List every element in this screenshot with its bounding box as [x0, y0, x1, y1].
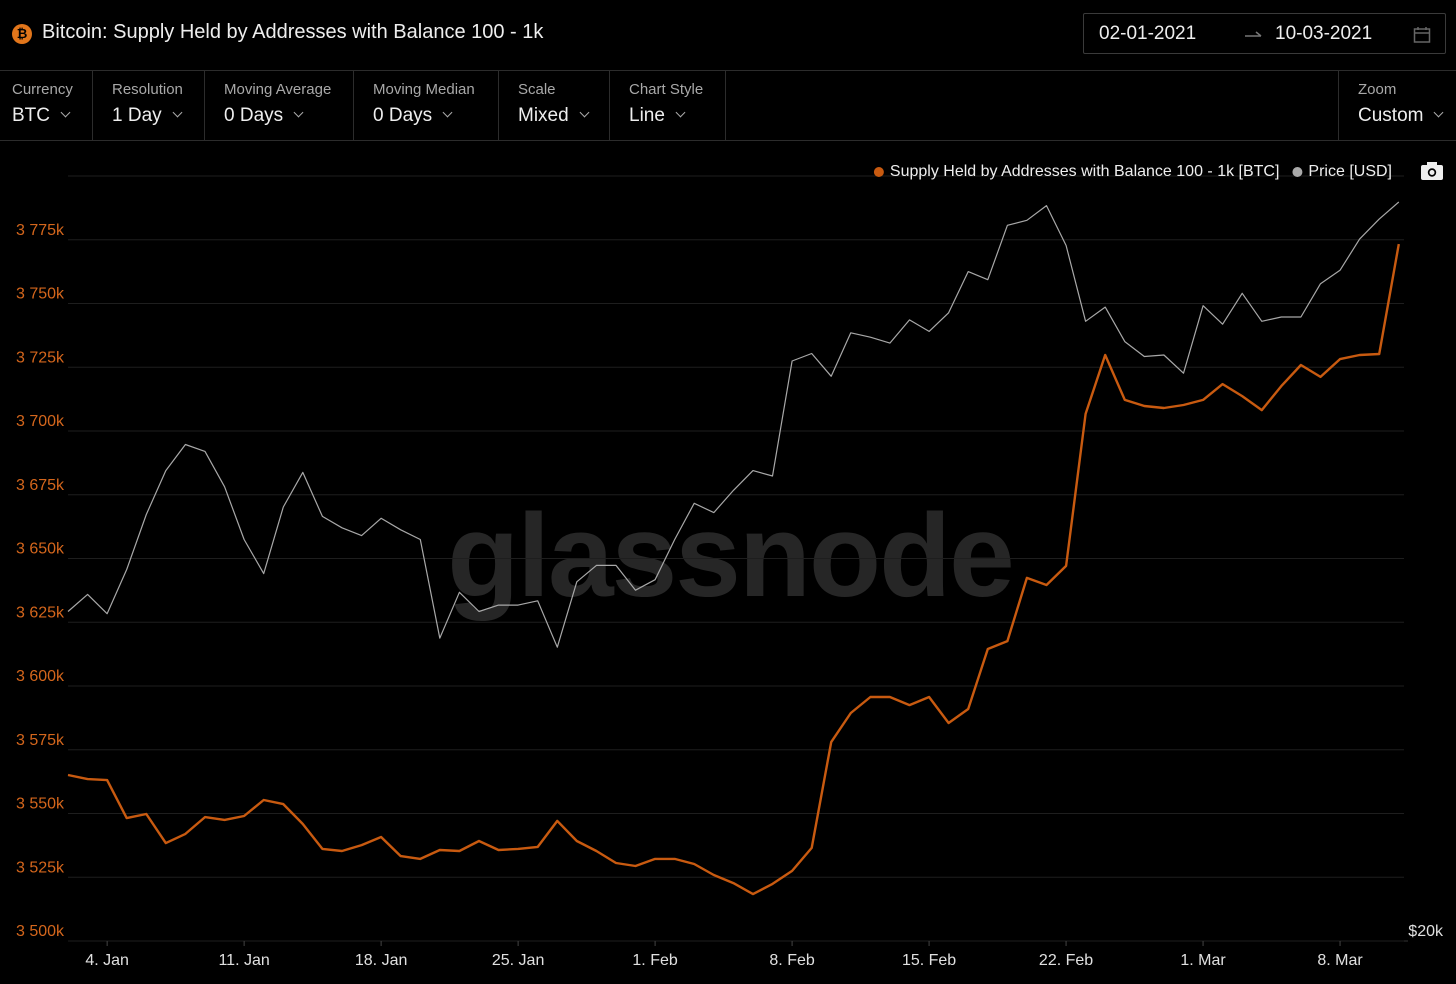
date-range[interactable]: 02-01-2021 10-03-2021 — [1083, 13, 1446, 54]
control-value[interactable]: 1 Day — [112, 105, 181, 127]
x-tick-label: 8. Mar — [1317, 952, 1363, 969]
chart: glassnode 3 500k 3 525k 3 550k 3 575k 3 600k 3… — [16, 162, 1444, 969]
control-label: Zoom — [1358, 81, 1397, 98]
y2-tick-label: $20k — [1408, 923, 1444, 940]
page-title: Bitcoin: Supply Held by Addresses with B… — [42, 21, 544, 43]
y-tick-label: 3 500k — [16, 923, 65, 940]
control[interactable]: Chart Style Line — [610, 71, 726, 140]
legend-label: Price [USD] — [1308, 163, 1392, 180]
legend-swatch — [873, 167, 884, 177]
date-to[interactable]: 10-03-2021 — [1275, 23, 1373, 44]
control-value[interactable]: 0 Days — [373, 105, 451, 127]
control-value[interactable]: Line — [629, 105, 684, 127]
control-label: Currency — [12, 81, 73, 98]
x-tick-label: 1. Mar — [1180, 952, 1226, 969]
x-tick-label: 1. Feb — [632, 952, 677, 969]
y-tick-label: 3 650k — [16, 541, 65, 558]
x-tick-label: 25. Jan — [492, 952, 544, 969]
toolbar: Zoom Custom Currency BTC Resolution 1 Day Mo… — [0, 71, 1456, 141]
series-line — [67, 243, 1400, 896]
y-tick-label: 3 600k — [16, 668, 65, 685]
y-tick-label: 3 525k — [16, 859, 65, 876]
camera-icon[interactable] — [1421, 162, 1443, 180]
y-tick-label: 3 550k — [16, 796, 65, 813]
control-label: Moving Average — [224, 81, 332, 98]
calendar-icon[interactable] — [1413, 26, 1431, 44]
legend-label: Supply Held by Addresses with Balance 10… — [890, 163, 1280, 180]
zoom-control[interactable]: Zoom Custom — [1338, 71, 1456, 140]
control[interactable]: Moving Median 0 Days — [354, 71, 499, 140]
x-tick-label: 18. Jan — [355, 952, 407, 969]
y-tick-label: 3 625k — [16, 604, 65, 621]
y-tick-label: 3 725k — [16, 349, 65, 366]
y-tick-label: 3 775k — [16, 222, 65, 239]
watermark: glassnode — [447, 490, 1013, 622]
bitcoin-icon: ₿ — [12, 24, 32, 44]
y-tick-label: 3 575k — [16, 732, 65, 749]
x-tick-label: 4. Jan — [85, 952, 129, 969]
control-value[interactable]: Custom — [1358, 105, 1442, 127]
control[interactable]: Currency BTC — [0, 71, 93, 140]
control[interactable]: Scale Mixed — [499, 71, 610, 140]
header: ₿ Bitcoin: Supply Held by Addresses with… — [0, 0, 1456, 71]
control[interactable]: Moving Average 0 Days — [205, 71, 354, 140]
control-label: Resolution — [112, 81, 183, 98]
series-line — [67, 201, 1400, 648]
y-tick-label: 3 700k — [16, 413, 65, 430]
date-from[interactable]: 02-01-2021 — [1099, 23, 1197, 44]
x-tick-label: 15. Feb — [902, 952, 956, 969]
legend-swatch — [1292, 167, 1303, 177]
control-label: Scale — [518, 81, 556, 98]
y-tick-label: 3 750k — [16, 286, 65, 303]
control-label: Chart Style — [629, 81, 704, 98]
arrow-icon — [1245, 31, 1262, 37]
control-value[interactable]: 0 Days — [224, 105, 302, 127]
control-label: Moving Median — [373, 81, 475, 98]
x-tick-label: 22. Feb — [1039, 952, 1093, 969]
y-tick-label: 3 675k — [16, 477, 65, 494]
control-value[interactable]: Mixed — [518, 105, 588, 127]
x-tick-label: 8. Feb — [769, 952, 814, 969]
control-value[interactable]: BTC — [12, 105, 69, 127]
control[interactable]: Resolution 1 Day — [93, 71, 205, 140]
x-tick-label: 11. Jan — [218, 952, 269, 969]
